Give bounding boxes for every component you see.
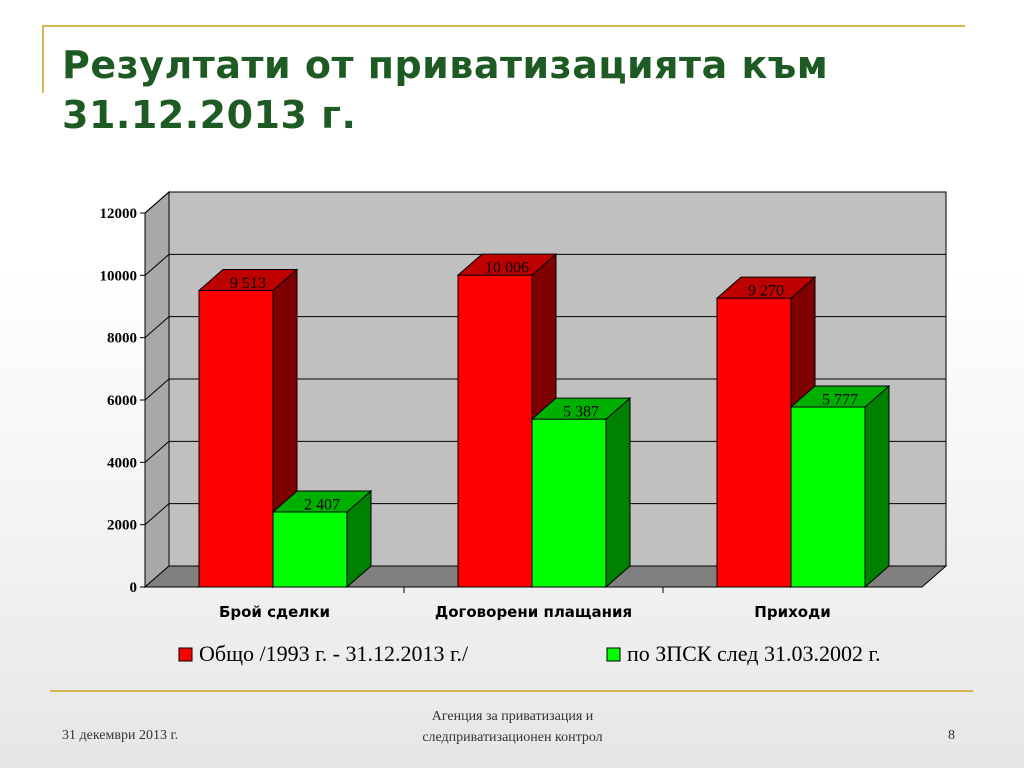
y-tick-label: 2000 (107, 518, 137, 534)
data-label: 2 407 (304, 496, 340, 513)
footer-org-line-1: Агенция за приватизация и (431, 709, 594, 724)
data-label: 9 513 (230, 275, 266, 292)
y-tick-label: 8000 (107, 331, 137, 347)
bar-side (864, 384, 890, 589)
gridline (144, 316, 946, 339)
page-number: 8 (948, 728, 955, 743)
bar-front (531, 418, 607, 588)
bar-top (530, 397, 632, 420)
data-label: 9 270 (748, 283, 784, 300)
bar-front (272, 511, 348, 588)
title-line-2: 31.12.2013 г. (62, 93, 357, 137)
gridline (144, 191, 946, 214)
y-tick-label: 4000 (107, 455, 137, 471)
bar-chart: 0 2000 4000 6000 8000 10000 12000 Брой сделки 9 … (100, 190, 948, 666)
bar-front (198, 290, 274, 588)
bar-side (605, 397, 631, 589)
legend-swatch (606, 647, 621, 662)
data-label: 5 387 (563, 404, 599, 421)
footer-org-line-2: следприватизационен контрол (422, 730, 603, 745)
bar-front (790, 406, 866, 588)
gridline (144, 253, 946, 276)
bar-front (457, 274, 533, 588)
bar-top (456, 253, 558, 276)
bar-top (715, 276, 817, 299)
bar-top (197, 269, 299, 292)
bar-front (716, 297, 792, 588)
footer-date: 31 декември 2013 г. (62, 728, 179, 743)
data-label: 10 006 (485, 260, 529, 277)
x-category-label: Брой сделки (219, 603, 330, 621)
bar-top (789, 385, 891, 408)
bar-top (271, 490, 373, 513)
y-tick-label: 0 (130, 580, 138, 596)
gridline (144, 440, 946, 463)
title-line-1: Резултати от приватизацията към (62, 43, 829, 87)
legend-label: по ЗПСК след 31.03.2002 г. (627, 641, 880, 666)
slide-title: Резултати от приватизацията към 31.12.20… (62, 40, 962, 140)
gridline (144, 378, 946, 401)
data-label: 5 777 (822, 391, 858, 408)
top-rule (42, 25, 965, 27)
footer-organization: Агенция за приватизация и следприватизац… (380, 706, 645, 748)
x-category-label: Приходи (754, 603, 830, 621)
y-tick-label: 6000 (107, 393, 137, 409)
legend-swatch (178, 647, 193, 662)
y-tick-label: 10000 (100, 268, 138, 284)
left-rule (42, 25, 44, 93)
legend-label: Общо /1993 г. - 31.12.2013 г./ (199, 641, 469, 666)
y-tick-label: 12000 (100, 206, 138, 222)
x-category-label: Договорени плащания (435, 603, 632, 621)
bottom-rule (50, 690, 973, 692)
gridline (144, 503, 946, 526)
